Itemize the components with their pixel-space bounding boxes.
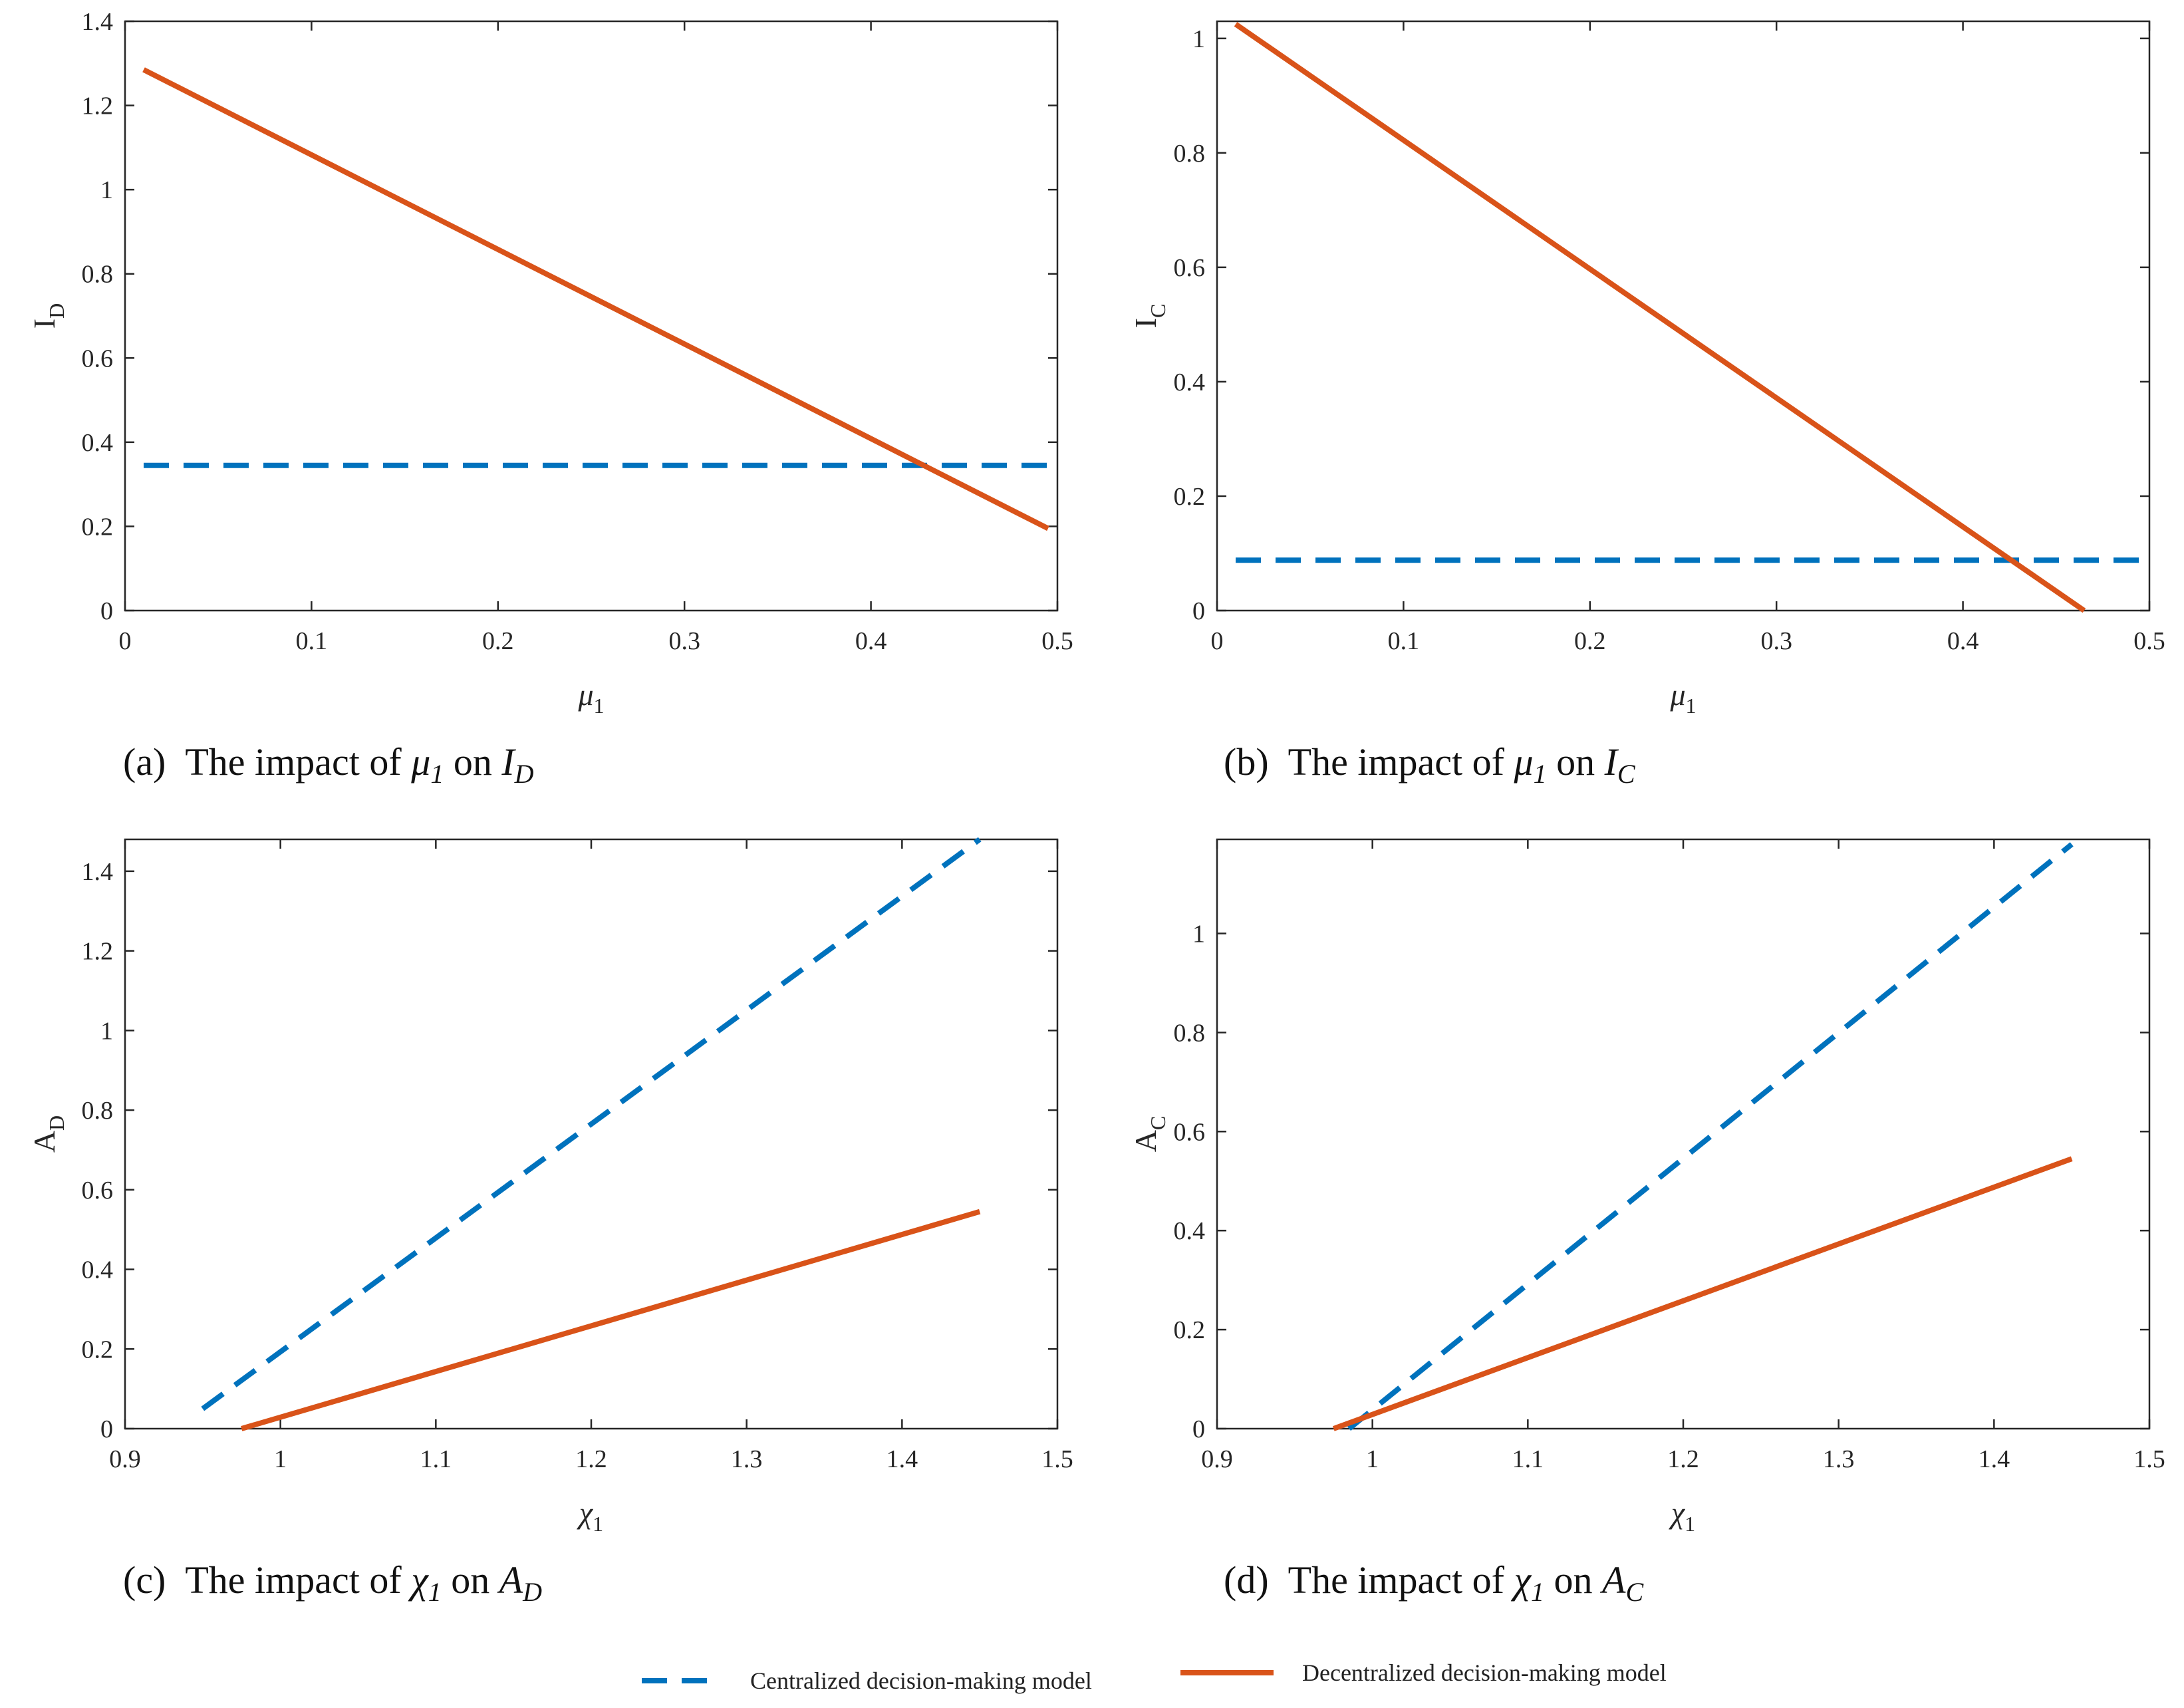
y-tick-label: 0.8 [82, 261, 114, 289]
x-tick-label: 1.1 [420, 1445, 452, 1473]
x-tick-label: 1.4 [887, 1445, 918, 1473]
y-tick-label: 1.2 [82, 92, 114, 120]
x-tick-label: 1.3 [1823, 1445, 1855, 1473]
y-tick-label: 0.8 [1174, 1019, 1206, 1047]
x-axis-label: χ1 [577, 1496, 603, 1536]
y-tick-label: 0 [1192, 597, 1205, 625]
x-tick-label: 0.5 [1041, 627, 1073, 655]
centralized-series-line [201, 837, 982, 1411]
x-tick-label: 0 [119, 627, 132, 655]
x-tick-label: 1.5 [2133, 1445, 2165, 1473]
decentralized-series-line [241, 1209, 981, 1431]
y-tick-label: 0.6 [1174, 1118, 1206, 1146]
x-tick-label: 0 [1211, 627, 1224, 655]
legend: Centralized decision-making model Decentr… [642, 1659, 1667, 1694]
x-axis-label: μ1 [1669, 678, 1696, 718]
y-tick-label: 0.8 [82, 1097, 114, 1125]
y-tick-label: 0.2 [1174, 483, 1206, 511]
decentralized-series-line [1234, 22, 2086, 613]
y-tick-label: 0 [1192, 1415, 1205, 1443]
y-tick-label: 0.4 [82, 1256, 114, 1284]
x-tick-label: 0.3 [668, 627, 700, 655]
x-tick-label: 0.9 [1201, 1445, 1233, 1473]
x-tick-label: 1.4 [1979, 1445, 2010, 1473]
plot-area [124, 838, 1059, 1430]
x-tick-label: 1.3 [731, 1445, 763, 1473]
y-tick-label: 0.6 [82, 345, 114, 372]
y-tick-label: 0.2 [1174, 1316, 1206, 1344]
y-tick-label: 0.2 [82, 1336, 114, 1363]
legend-decentralized-label: Decentralized decision-making model [1302, 1659, 1667, 1686]
y-tick-label: 1.4 [82, 8, 114, 36]
plot-area [1216, 838, 2151, 1430]
panel-caption: (b) The impact of μ1 on IC [1224, 740, 1636, 789]
decentralized-series-line [142, 67, 1049, 531]
x-tick-label: 0.9 [109, 1445, 141, 1473]
y-tick-label: 1.4 [82, 858, 114, 886]
x-tick-label: 1.2 [575, 1445, 607, 1473]
y-tick-label: 0.6 [82, 1177, 114, 1205]
x-tick-label: 0.4 [1947, 627, 1979, 655]
y-tick-label: 0.4 [82, 429, 114, 457]
y-tick-label: 0.4 [1174, 368, 1206, 396]
y-tick-label: 0.6 [1174, 254, 1206, 282]
y-tick-label: 1 [100, 1017, 113, 1045]
panel-c: 0.9 1 1.1 1.2 1.3 1.4 1.5 0 0.2 0.4 0.6 0.8 1 1.2 1.4 χ… [27, 837, 1073, 1607]
plot-area [124, 20, 1059, 612]
x-axis-label: μ1 [577, 678, 604, 718]
y-tick-label: 1.2 [82, 938, 114, 966]
panel-b: 0 0.1 0.2 0.3 0.4 0.5 0 0.2 0.4 0.6 0.8 1 μ1 IC (b) Th… [1129, 20, 2165, 789]
panel-d: 0.9 1 1.1 1.2 1.3 1.4 1.5 0 0.2 0.4 0.6 0.8 1 χ1 AC (d)… [1129, 838, 2165, 1607]
y-tick-label: 1 [1192, 920, 1205, 948]
x-tick-label: 0.2 [1574, 627, 1606, 655]
x-axis-label: χ1 [1669, 1496, 1695, 1536]
y-axis-label: IC [1129, 304, 1170, 329]
y-tick-label: 0 [100, 1415, 113, 1443]
panel-a: 0 0.1 0.2 0.3 0.4 0.5 0 0.2 0.4 0.6 0.8 1 1.2 1.4 μ1 ID… [27, 8, 1073, 789]
panel-caption: (d) The impact of χ1 on AC [1224, 1558, 1644, 1607]
y-tick-label: 1 [100, 176, 113, 204]
y-tick-label: 1 [1192, 25, 1205, 53]
x-tick-label: 1.5 [1041, 1445, 1073, 1473]
x-tick-label: 1.1 [1512, 1445, 1544, 1473]
x-tick-label: 0.3 [1760, 627, 1792, 655]
y-axis-label: ID [27, 303, 68, 329]
x-tick-label: 0.5 [2133, 627, 2165, 655]
x-tick-label: 1.2 [1667, 1445, 1699, 1473]
x-tick-label: 1 [1366, 1445, 1379, 1473]
decentralized-series-line [1332, 1156, 2073, 1431]
y-tick-label: 0.4 [1174, 1217, 1206, 1245]
x-tick-label: 0.1 [296, 627, 328, 655]
x-tick-label: 0.2 [482, 627, 514, 655]
y-tick-label: 0 [100, 597, 113, 625]
x-tick-label: 0.4 [855, 627, 887, 655]
y-tick-label: 0.2 [82, 513, 114, 541]
centralized-series-line [1347, 842, 2074, 1431]
panel-caption: (a) The impact of μ1 on ID [123, 740, 534, 789]
panel-caption: (c) The impact of χ1 on AD [123, 1558, 542, 1607]
x-tick-label: 0.1 [1388, 627, 1420, 655]
y-axis-label: AC [1129, 1116, 1170, 1153]
legend-centralized-label: Centralized decision-making model [750, 1667, 1092, 1694]
y-tick-label: 0.8 [1174, 140, 1206, 168]
y-axis-label: AD [27, 1115, 68, 1153]
x-tick-label: 1 [274, 1445, 287, 1473]
